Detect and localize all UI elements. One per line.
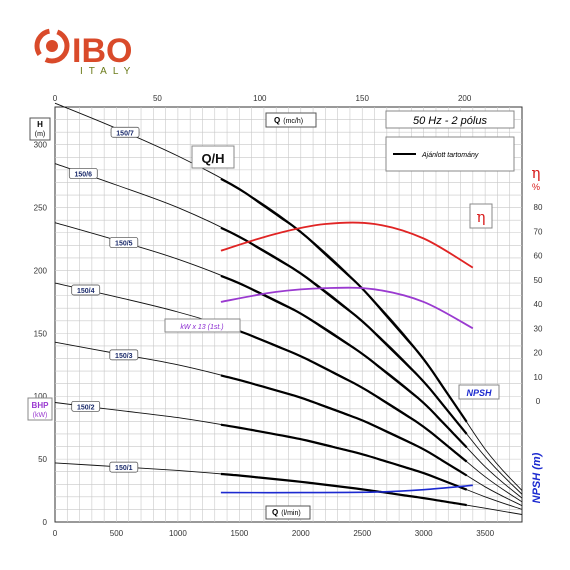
q-top-label-box <box>265 112 317 128</box>
bhp-label-box <box>27 397 53 421</box>
bhp-unit: (kW) <box>33 412 48 419</box>
curve-recommended-150-7 <box>220 177 468 423</box>
x-top-tick-label: 0 <box>53 94 58 103</box>
x-bottom-tick-label: 3500 <box>476 529 494 538</box>
q-bottom-label: Q (l/min) <box>272 508 301 517</box>
y-left-tick-label: 50 <box>38 455 47 464</box>
x-bottom-tick-label: 0 <box>53 529 58 538</box>
curve-label-150-4: 150/4 <box>77 288 95 295</box>
curve-label-box <box>109 349 139 361</box>
q-top-label: Q (mc/h) <box>274 116 303 125</box>
curve-label-150-5: 150/5 <box>115 241 133 248</box>
curve-label-150-3: 150/3 <box>115 353 133 360</box>
curve-label-box <box>109 461 139 473</box>
kw-note: kW x 13 (1st.) <box>180 324 223 331</box>
h-axis-unit: (m) <box>35 131 46 138</box>
logo-sub-text: ITALY <box>80 66 136 77</box>
bhp-label: BHP <box>32 401 50 410</box>
ibo-logo: IBO ITALY <box>34 28 136 77</box>
grid <box>55 107 522 522</box>
y-eta-tick-label: 30 <box>534 324 543 333</box>
npsh-axis-label: NPSH (m) <box>531 452 543 503</box>
curve-label-box <box>71 400 101 412</box>
y-eta-tick-label: 60 <box>534 252 543 261</box>
x-top-tick-label: 50 <box>153 94 162 103</box>
y-left-tick-label: 100 <box>34 392 48 401</box>
logo-swirl-icon <box>34 28 70 64</box>
qh-label: Q/H <box>201 151 224 166</box>
x-bottom-tick-label: 2000 <box>292 529 310 538</box>
curve-recommended-150-1 <box>220 472 467 507</box>
legend-line-label: Ajánlott tartomány <box>421 152 479 159</box>
x-top-tick-label: 150 <box>356 94 370 103</box>
eta-curve-label-box <box>469 203 493 229</box>
x-top-tick-label: 100 <box>253 94 267 103</box>
y-left-tick-label: 300 <box>34 141 48 150</box>
npsh-curve-label-box <box>458 384 500 400</box>
curve-label-box <box>110 126 140 138</box>
x-bottom-tick-label: 500 <box>110 529 124 538</box>
q-bottom-label-box <box>265 505 311 520</box>
overlay-curves <box>220 221 474 494</box>
y-left-tick-label: 200 <box>34 266 48 275</box>
curve-recommended-150-3 <box>220 374 468 477</box>
y-eta-tick-label: 40 <box>534 300 543 309</box>
kw-note-box <box>164 318 241 333</box>
curve-recommended-150-6 <box>220 226 468 435</box>
qh-label-box <box>191 145 235 169</box>
x-bottom-tick-label: 2500 <box>353 529 371 538</box>
curve-label-150-7: 150/7 <box>116 130 134 137</box>
eta-axis-label: η <box>532 164 541 182</box>
curve-recommended-150-4 <box>220 324 468 463</box>
npsh-curve-label: NPSH <box>466 388 492 398</box>
eta-axis-unit: % <box>532 182 540 192</box>
y-eta-tick-label: 10 <box>534 373 543 382</box>
x-bottom-tick-label: 1500 <box>230 529 248 538</box>
y-eta-tick-label: 70 <box>534 227 543 236</box>
h-axis-label: H <box>37 120 43 129</box>
curve-label-box <box>68 168 98 179</box>
curve-label-150-2: 150/2 <box>77 404 95 411</box>
bhp-curve <box>220 286 474 330</box>
y-eta-tick-label: 80 <box>534 203 543 212</box>
x-top-tick-label: 200 <box>458 94 472 103</box>
y-left-tick-label: 250 <box>34 204 48 213</box>
legend-title: 50 Hz - 2 pólus <box>413 115 487 127</box>
legend: 50 Hz - 2 pólus Ajánlott tartomány <box>385 110 515 172</box>
y-eta-tick-label: 50 <box>534 276 543 285</box>
npsh-curve <box>220 484 473 494</box>
logo-brand-text: IBO <box>72 32 132 70</box>
x-bottom-tick-label: 1000 <box>169 529 187 538</box>
y-eta-tick-label: 0 <box>536 397 541 406</box>
curve-label-box <box>109 237 139 248</box>
curve-label-150-1: 150/1 <box>115 465 133 472</box>
efficiency-curve <box>220 221 474 269</box>
y-left-tick-label: 0 <box>43 518 48 527</box>
curve-recommended-150-2 <box>220 423 468 491</box>
chart-labels: Q/H H (m) Q (mc/h) Q (l/min) 50 Hz - 2 pól… <box>27 110 543 520</box>
y-left-tick-label: 150 <box>34 329 48 338</box>
y-eta-tick-label: 20 <box>534 349 543 358</box>
x-bottom-tick-label: 3000 <box>415 529 433 538</box>
eta-curve-label: η <box>477 208 486 226</box>
curve-label-box <box>71 284 101 296</box>
curve-label-150-6: 150/6 <box>75 171 93 178</box>
h-axis-label-box <box>29 117 51 141</box>
